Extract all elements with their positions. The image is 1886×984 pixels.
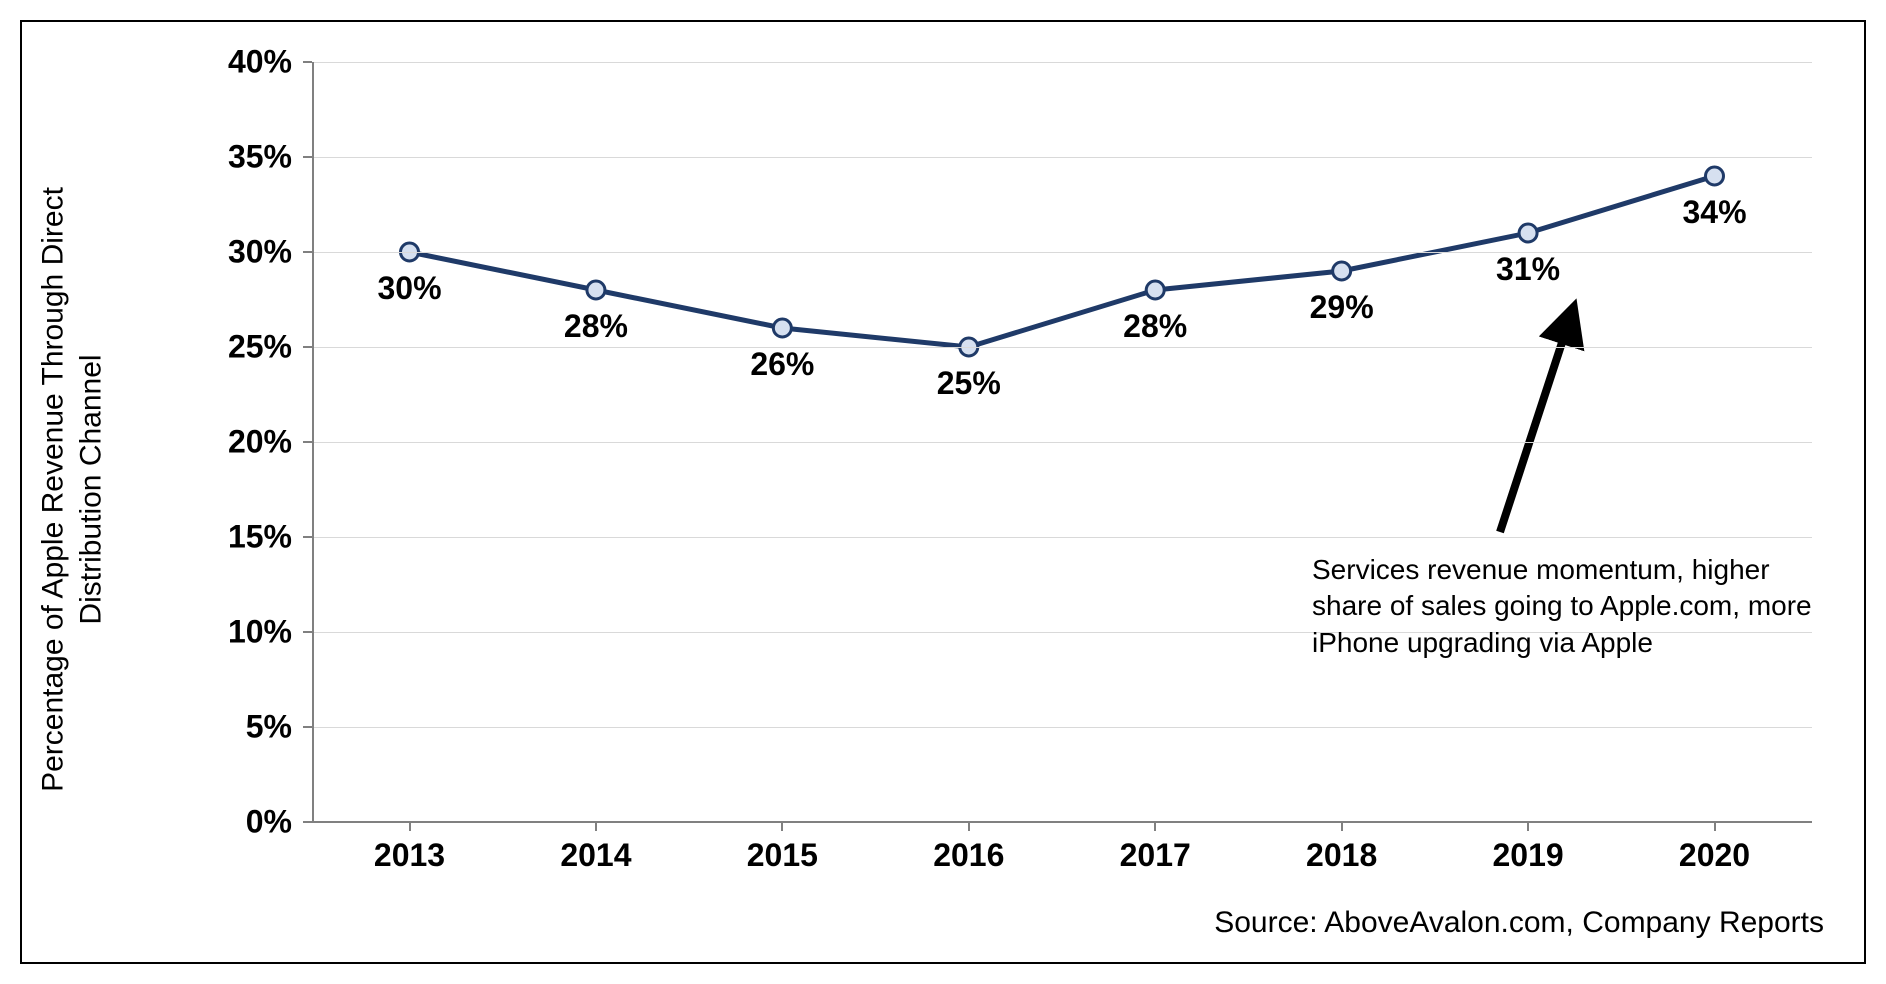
y-axis-label-line1: Percentage of Apple Revenue Through Dire… — [37, 187, 70, 792]
x-tick-label: 2013 — [340, 837, 480, 874]
x-tick-label: 2019 — [1458, 837, 1598, 874]
x-tick-label: 2014 — [526, 837, 666, 874]
data-point-label: 26% — [750, 346, 814, 383]
y-tick-mark — [303, 631, 312, 633]
x-tick-mark — [1154, 822, 1156, 831]
gridline — [312, 62, 1812, 63]
plot-area: 0%5%10%15%20%25%30%35%40%201320142015201… — [312, 62, 1812, 822]
y-tick-label: 10% — [172, 614, 292, 651]
y-tick-label: 20% — [172, 424, 292, 461]
y-tick-label: 0% — [172, 804, 292, 841]
x-tick-mark — [409, 822, 411, 831]
data-point-label: 28% — [564, 308, 628, 345]
gridline — [312, 157, 1812, 158]
x-tick-mark — [1714, 822, 1716, 831]
y-tick-mark — [303, 156, 312, 158]
data-marker — [1519, 224, 1537, 242]
x-tick-label: 2016 — [899, 837, 1039, 874]
data-point-label: 31% — [1496, 251, 1560, 288]
y-tick-label: 25% — [172, 329, 292, 366]
y-tick-mark — [303, 821, 312, 823]
gridline — [312, 252, 1812, 253]
x-tick-label: 2018 — [1272, 837, 1412, 874]
y-tick-label: 35% — [172, 139, 292, 176]
data-marker — [1706, 167, 1724, 185]
y-tick-mark — [303, 251, 312, 253]
y-axis-label-line2: Distribution Channel — [74, 354, 107, 624]
y-tick-mark — [303, 346, 312, 348]
chart-frame: Percentage of Apple Revenue Through Dire… — [20, 20, 1866, 964]
y-tick-label: 15% — [172, 519, 292, 556]
y-tick-label: 5% — [172, 709, 292, 746]
annotation-text: Services revenue momentum, higher share … — [1312, 552, 1832, 661]
x-tick-label: 2017 — [1085, 837, 1225, 874]
y-tick-mark — [303, 536, 312, 538]
y-axis-label: Percentage of Apple Revenue Through Dire… — [35, 70, 110, 910]
x-tick-label: 2015 — [712, 837, 852, 874]
data-point-label: 29% — [1310, 289, 1374, 326]
x-tick-mark — [595, 822, 597, 831]
x-tick-mark — [968, 822, 970, 831]
gridline — [312, 442, 1812, 443]
gridline — [312, 347, 1812, 348]
y-tick-label: 40% — [172, 44, 292, 81]
x-axis-line — [312, 821, 1812, 823]
x-tick-mark — [1527, 822, 1529, 831]
y-tick-mark — [303, 726, 312, 728]
data-marker — [1146, 281, 1164, 299]
data-point-label: 30% — [377, 270, 441, 307]
source-attribution: Source: AboveAvalon.com, Company Reports — [1214, 906, 1824, 940]
x-tick-mark — [781, 822, 783, 831]
y-tick-mark — [303, 61, 312, 63]
gridline — [312, 727, 1812, 728]
y-axis-line — [312, 62, 314, 822]
x-tick-label: 2020 — [1645, 837, 1785, 874]
data-marker — [587, 281, 605, 299]
data-marker — [1333, 262, 1351, 280]
data-point-label: 25% — [937, 365, 1001, 402]
gridline — [312, 537, 1812, 538]
annotation-arrow — [1500, 312, 1572, 532]
y-tick-label: 30% — [172, 234, 292, 271]
y-tick-mark — [303, 441, 312, 443]
data-point-label: 28% — [1123, 308, 1187, 345]
x-tick-mark — [1341, 822, 1343, 831]
data-point-label: 34% — [1682, 194, 1746, 231]
data-marker — [773, 319, 791, 337]
